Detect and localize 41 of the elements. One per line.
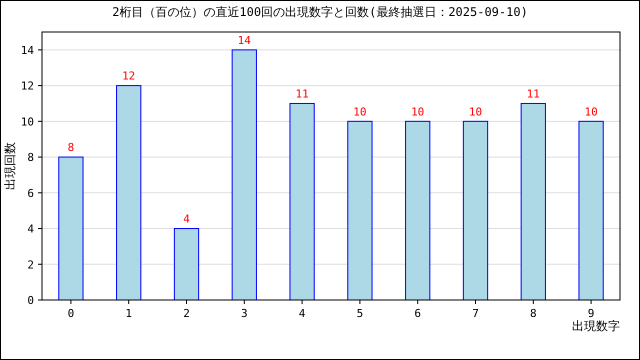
x-tick-label: 6: [414, 307, 422, 320]
data-label: 14: [238, 34, 252, 47]
bar: [116, 85, 142, 300]
data-label: 11: [526, 87, 540, 100]
y-tick-label: 10: [20, 115, 34, 128]
y-tick-label: 8: [27, 151, 34, 164]
y-tick-label: 4: [27, 222, 34, 236]
bar: [347, 120, 373, 300]
x-axis-title: 出現数字: [572, 319, 620, 333]
x-tick-label: 5: [356, 307, 364, 320]
x-tick-label: 0: [68, 307, 74, 320]
bar: [520, 102, 546, 300]
data-label: 10: [468, 105, 482, 118]
y-tick-label: 2: [27, 258, 34, 272]
bar: [174, 228, 200, 300]
data-label: 12: [122, 70, 136, 83]
bar: [578, 120, 604, 300]
bar: [289, 102, 315, 300]
x-tick-label: 9: [588, 307, 594, 320]
x-tick-label: 3: [240, 307, 248, 320]
bar: [232, 49, 257, 300]
y-tick-label: 12: [20, 80, 34, 93]
bar: [462, 120, 488, 300]
x-tick-label: 7: [472, 307, 479, 320]
data-label: 11: [295, 87, 309, 100]
x-tick-label: 4: [298, 307, 306, 320]
bar: [58, 156, 84, 300]
x-tick-label: 2: [183, 307, 190, 320]
y-tick-label: 0: [27, 294, 34, 307]
x-tick-label: 1: [125, 307, 132, 320]
chart-title: 2桁目（百の位）の直近100回の出現数字と回数(最終抽選日：2025-09-10): [112, 5, 528, 19]
data-label: 10: [584, 105, 598, 118]
y-tick-label: 14: [20, 44, 34, 57]
data-label: 10: [353, 105, 367, 118]
data-label: 10: [411, 105, 424, 118]
x-tick-label: 8: [530, 307, 537, 320]
bar: [405, 120, 430, 300]
y-axis-title: 出現回数: [3, 142, 17, 190]
data-label: 4: [183, 212, 190, 226]
y-tick-label: 6: [27, 186, 34, 200]
data-label: 8: [68, 141, 74, 154]
